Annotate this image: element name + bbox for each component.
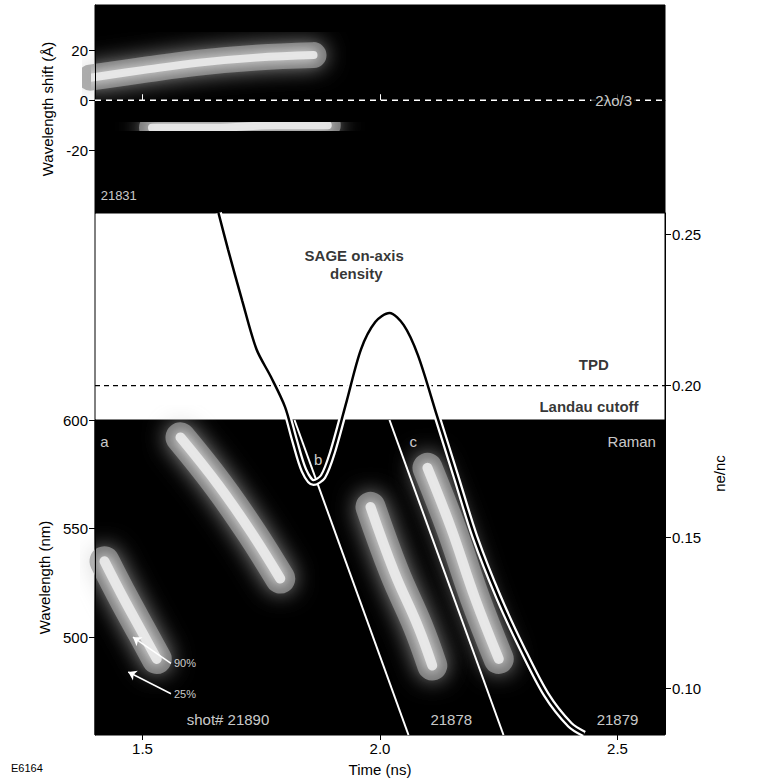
svg-text:Wavelength (nm): Wavelength (nm) — [36, 521, 53, 635]
svg-text:21879: 21879 — [597, 711, 639, 728]
svg-text:550: 550 — [63, 520, 88, 537]
svg-text:2.5: 2.5 — [607, 740, 628, 757]
svg-text:21878: 21878 — [430, 711, 472, 728]
svg-text:c: c — [410, 433, 418, 450]
svg-text:Wavelength shift (Å): Wavelength shift (Å) — [39, 42, 56, 177]
svg-text:TPD: TPD — [579, 356, 609, 373]
svg-text:0.25: 0.25 — [672, 226, 701, 243]
svg-text:25%: 25% — [174, 688, 196, 700]
svg-text:90%: 90% — [174, 657, 196, 669]
svg-text:0: 0 — [80, 92, 88, 109]
svg-text:500: 500 — [63, 629, 88, 646]
svg-text:SAGE on-axis: SAGE on-axis — [305, 247, 408, 264]
svg-text:Landau cutoff: Landau cutoff — [539, 398, 639, 415]
svg-text:density: density — [330, 265, 383, 282]
svg-text:2.0: 2.0 — [370, 740, 391, 757]
svg-text:0.10: 0.10 — [672, 680, 701, 697]
svg-text:ne/nc: ne/nc — [711, 455, 728, 492]
svg-text:shot# 21890: shot# 21890 — [187, 711, 270, 728]
svg-text:21831: 21831 — [101, 188, 137, 203]
svg-text:20: 20 — [71, 42, 88, 59]
svg-text:0.15: 0.15 — [672, 529, 701, 546]
svg-text:b: b — [314, 451, 322, 468]
svg-text:a: a — [100, 433, 109, 450]
svg-text:-20: -20 — [66, 142, 88, 159]
svg-text:600: 600 — [63, 412, 88, 429]
svg-text:Raman: Raman — [608, 433, 656, 450]
svg-text:0.20: 0.20 — [672, 377, 701, 394]
svg-text:Time (ns): Time (ns) — [349, 761, 412, 778]
svg-text:E6164: E6164 — [11, 762, 43, 774]
svg-text:1.5: 1.5 — [132, 740, 153, 757]
svg-text:2λo/3: 2λo/3 — [595, 92, 632, 109]
